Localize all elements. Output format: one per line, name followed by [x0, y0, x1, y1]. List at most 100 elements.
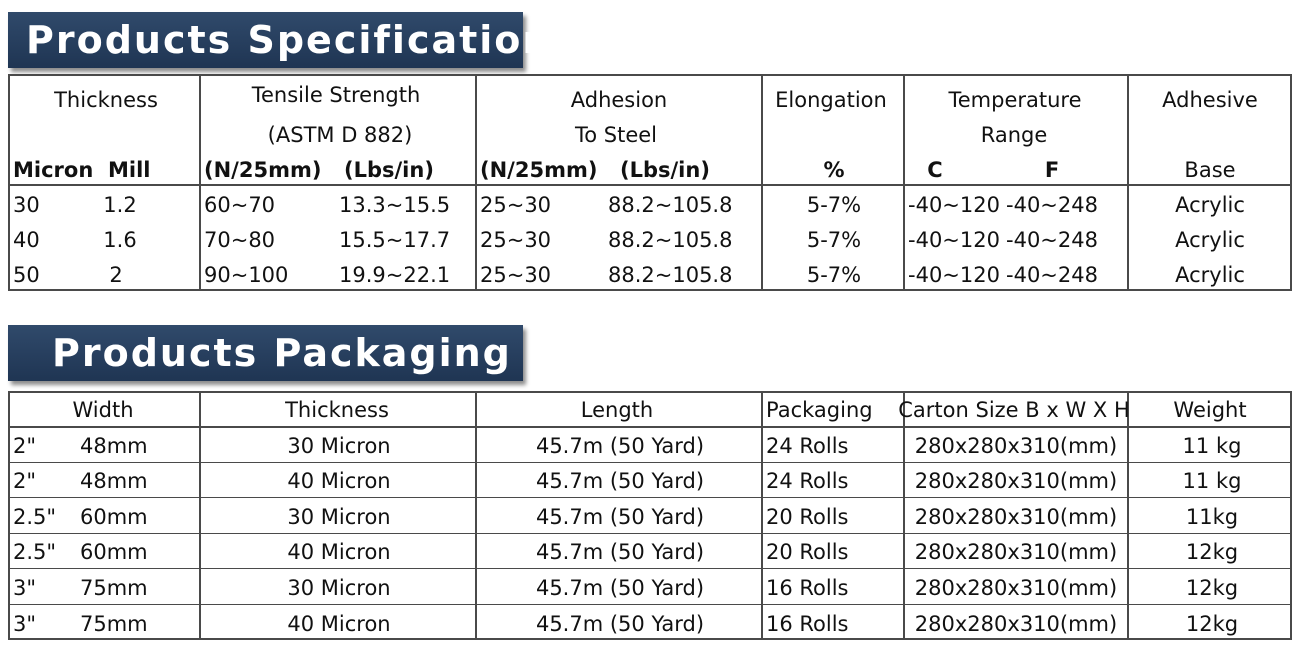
pack-header-width: Width	[72, 398, 134, 422]
spec-cell-adhesion-n: 25~30	[480, 193, 552, 217]
spec-header-tensile-n: (N/25mm)	[204, 158, 322, 182]
spec-header-temperature: Temperature	[948, 88, 1082, 112]
spec-cell-adhesion-lbs: 88.2~105.8	[608, 263, 733, 287]
spec-header-mill: Mill	[108, 158, 151, 182]
spec-header-adhesion-lbs: (Lbs/in)	[620, 158, 710, 182]
pack-cell-packaging: 16 Rolls	[766, 612, 849, 636]
pack-cell-width-inch: 3"	[13, 576, 37, 600]
pack-cell-length: 45.7m (50 Yard)	[535, 612, 705, 636]
spec-cell-adhesion-n: 25~30	[480, 263, 552, 287]
spec-header-temp-c: C	[927, 158, 943, 182]
spec-cell-temp-f: -40~248	[1006, 228, 1098, 252]
spec-cell-adhesion-lbs: 88.2~105.8	[608, 193, 733, 217]
pack-cell-thickness: 40 Micron	[287, 612, 391, 636]
pack-row-divider	[10, 568, 1290, 569]
packaging-title-banner: Products Packaging	[8, 325, 523, 381]
spec-header-temperature-sub: Range	[980, 123, 1048, 147]
spec-cell-adhesion-n: 25~30	[480, 228, 552, 252]
spec-header-adhesive: Adhesive	[1162, 88, 1258, 112]
spec-header-adhesion: Adhesion	[570, 88, 668, 112]
pack-cell-packaging: 16 Rolls	[766, 576, 849, 600]
pack-cell-width-mm: 60mm	[80, 540, 148, 564]
pack-col-divider	[475, 393, 477, 638]
spec-cell-micron: 50	[13, 263, 40, 287]
pack-cell-weight: 12kg	[1185, 540, 1239, 564]
pack-col-divider	[761, 393, 763, 638]
pack-cell-thickness: 30 Micron	[287, 505, 391, 529]
spec-cell-base: Acrylic	[1175, 228, 1245, 252]
spec-table: Thickness Tensile Strength Adhesion Elon…	[8, 74, 1292, 291]
spec-cell-temp-c: -40~120	[908, 193, 1000, 217]
pack-header-thickness: Thickness	[285, 398, 389, 422]
pack-cell-packaging: 24 Rolls	[766, 434, 849, 458]
pack-cell-carton: 280x280x310(mm)	[914, 576, 1118, 600]
spec-cell-mill: 2	[109, 263, 123, 287]
pack-cell-width-mm: 60mm	[80, 505, 148, 529]
spec-header-tensile-standard: (ASTM D 882)	[267, 123, 413, 147]
pack-cell-weight: 11 kg	[1182, 434, 1242, 458]
pack-cell-thickness: 40 Micron	[287, 469, 391, 493]
pack-cell-width-inch: 2"	[13, 434, 37, 458]
pack-cell-width-inch: 2"	[13, 469, 37, 493]
spec-cell-micron: 40	[13, 228, 40, 252]
pack-col-divider	[903, 393, 905, 638]
spec-cell-base: Acrylic	[1175, 193, 1245, 217]
pack-cell-weight: 11 kg	[1182, 469, 1242, 493]
spec-header-adhesion-n: (N/25mm)	[480, 158, 598, 182]
pack-cell-length: 45.7m (50 Yard)	[535, 576, 705, 600]
packaging-table: Width Thickness Length Packaging Carton …	[8, 391, 1292, 640]
spec-col-divider	[199, 76, 201, 289]
spec-title-banner: Products Specification	[8, 12, 549, 68]
spec-header-tensile: Tensile Strength	[251, 83, 421, 107]
spec-cell-temp-c: -40~120	[908, 263, 1000, 287]
spec-cell-temp-f: -40~248	[1006, 193, 1098, 217]
pack-cell-width-mm: 48mm	[80, 434, 148, 458]
spec-cell-mill: 1.6	[103, 228, 137, 252]
spec-header-tensile-lbs: (Lbs/in)	[344, 158, 434, 182]
pack-header-weight: Weight	[1173, 398, 1247, 422]
pack-cell-width-inch: 2.5"	[13, 505, 57, 529]
pack-cell-packaging: 20 Rolls	[766, 540, 849, 564]
spec-cell-tensile-lbs: 13.3~15.5	[339, 193, 451, 217]
spec-cell-tensile-lbs: 19.9~22.1	[339, 263, 451, 287]
pack-cell-width-mm: 75mm	[80, 576, 148, 600]
pack-row-divider	[10, 462, 1290, 463]
pack-row-divider	[10, 497, 1290, 498]
spec-header-base: Base	[1184, 158, 1236, 182]
pack-cell-width-inch: 2.5"	[13, 540, 57, 564]
spec-cell-elongation: 5-7%	[806, 193, 862, 217]
pack-row-divider	[10, 426, 1290, 428]
pack-row-divider	[10, 533, 1290, 534]
spec-cell-elongation: 5-7%	[806, 228, 862, 252]
pack-cell-thickness: 40 Micron	[287, 540, 391, 564]
spec-header-temp-f: F	[1044, 158, 1060, 182]
spec-header-elongation-unit: %	[823, 158, 845, 182]
spec-header-thickness: Thickness	[54, 88, 158, 112]
spec-header-adhesion-sub: To Steel	[574, 123, 658, 147]
pack-col-divider	[1127, 393, 1129, 638]
spec-cell-tensile-n: 60~70	[204, 193, 276, 217]
pack-cell-weight: 12kg	[1185, 612, 1239, 636]
spec-header-micron: Micron	[13, 158, 94, 182]
pack-cell-weight: 11kg	[1185, 505, 1239, 529]
spec-col-divider	[1127, 76, 1129, 289]
pack-cell-length: 45.7m (50 Yard)	[535, 469, 705, 493]
pack-header-packaging: Packaging	[766, 398, 873, 422]
spec-col-divider	[475, 76, 477, 289]
spec-cell-mill: 1.2	[103, 193, 137, 217]
pack-cell-carton: 280x280x310(mm)	[914, 505, 1118, 529]
pack-header-carton: Carton Size B x W X H	[898, 398, 1130, 422]
pack-cell-carton: 280x280x310(mm)	[914, 612, 1118, 636]
spec-cell-base: Acrylic	[1175, 263, 1245, 287]
pack-cell-length: 45.7m (50 Yard)	[535, 540, 705, 564]
spec-cell-temp-f: -40~248	[1006, 263, 1098, 287]
pack-cell-packaging: 24 Rolls	[766, 469, 849, 493]
spec-cell-micron: 30	[13, 193, 40, 217]
pack-cell-length: 45.7m (50 Yard)	[535, 505, 705, 529]
pack-cell-width-mm: 48mm	[80, 469, 148, 493]
pack-cell-packaging: 20 Rolls	[766, 505, 849, 529]
pack-row-divider	[10, 604, 1290, 605]
spec-header-elongation: Elongation	[775, 88, 887, 112]
spec-cell-tensile-lbs: 15.5~17.7	[339, 228, 451, 252]
pack-cell-carton: 280x280x310(mm)	[914, 434, 1118, 458]
